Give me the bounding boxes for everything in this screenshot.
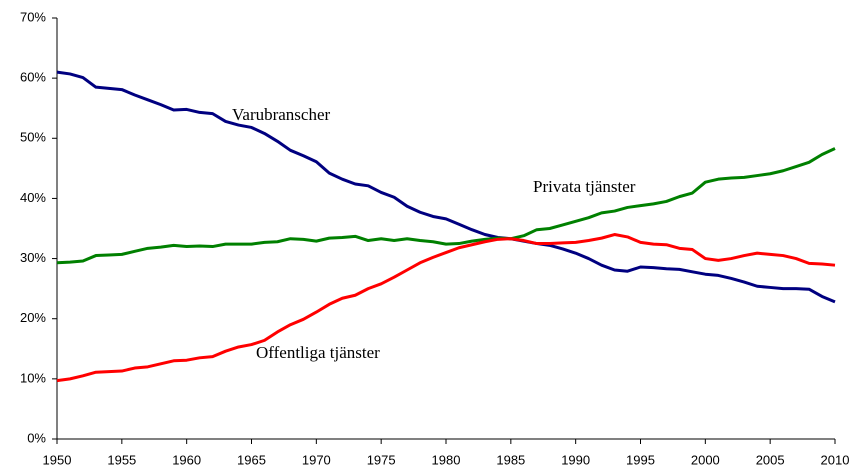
- series-label: Privata tjänster: [533, 177, 636, 196]
- x-tick-label: 1970: [302, 452, 331, 467]
- x-tick-label: 1990: [561, 452, 590, 467]
- x-tick-label: 2010: [821, 452, 850, 467]
- x-tick-label: 2005: [756, 452, 785, 467]
- y-tick-label: 60%: [20, 70, 46, 85]
- y-tick-label: 20%: [20, 310, 46, 325]
- y-tick-label: 0%: [27, 430, 46, 445]
- x-tick-label: 1950: [43, 452, 72, 467]
- x-tick-label: 1995: [626, 452, 655, 467]
- x-tick-label: 2000: [691, 452, 720, 467]
- y-tick-label: 50%: [20, 130, 46, 145]
- series-line: [56, 70, 836, 304]
- y-tick-label: 10%: [20, 370, 46, 385]
- y-tick-label: 40%: [20, 190, 46, 205]
- series-label: Varubranscher: [232, 105, 331, 124]
- y-tick-label: 70%: [20, 9, 46, 24]
- x-tick-label: 1960: [172, 452, 201, 467]
- x-tick-label: 1965: [237, 452, 266, 467]
- x-tick-label: 1985: [496, 452, 525, 467]
- x-tick-label: 1955: [107, 452, 136, 467]
- x-tick-label: 1980: [432, 452, 461, 467]
- series-line: [56, 147, 836, 265]
- series-line: [56, 233, 836, 383]
- y-tick-label: 30%: [20, 250, 46, 265]
- series-label: Offentliga tjänster: [256, 343, 380, 362]
- x-tick-label: 1975: [367, 452, 396, 467]
